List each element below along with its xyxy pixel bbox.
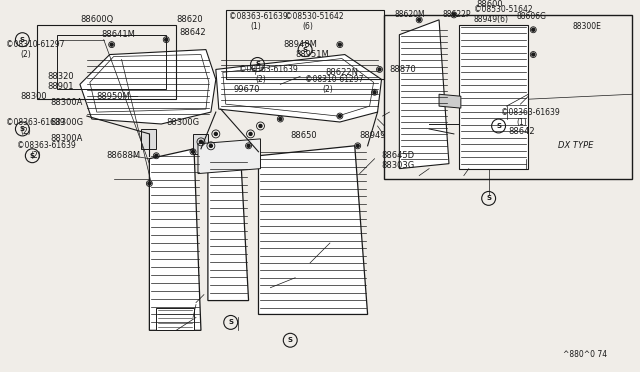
Text: (2): (2) xyxy=(20,128,31,137)
Text: ©08363-61639: ©08363-61639 xyxy=(6,118,64,126)
Text: 88300A: 88300A xyxy=(50,98,83,107)
Polygon shape xyxy=(216,55,381,122)
Circle shape xyxy=(339,43,341,46)
Text: ©08310-61297: ©08310-61297 xyxy=(6,40,64,49)
Text: 88606G: 88606G xyxy=(516,12,547,21)
Circle shape xyxy=(249,132,252,135)
Text: S: S xyxy=(255,61,260,67)
Text: S: S xyxy=(486,195,491,201)
Text: (1): (1) xyxy=(250,22,261,31)
Bar xyxy=(385,15,632,179)
Text: 88600Q: 88600Q xyxy=(80,15,113,24)
Text: 88300A: 88300A xyxy=(50,134,83,143)
Text: S: S xyxy=(20,37,25,43)
Polygon shape xyxy=(198,139,260,174)
Text: 88951M: 88951M xyxy=(295,50,329,59)
Text: ©08363-61639: ©08363-61639 xyxy=(17,141,76,150)
Text: 88620M: 88620M xyxy=(394,10,425,19)
Circle shape xyxy=(164,38,168,41)
Text: 88300G: 88300G xyxy=(166,118,199,126)
Bar xyxy=(57,35,166,89)
Text: 88949: 88949 xyxy=(360,131,386,140)
Text: 88948M: 88948M xyxy=(284,40,317,49)
Text: 88949(6): 88949(6) xyxy=(474,15,509,24)
Text: S: S xyxy=(496,123,501,129)
Circle shape xyxy=(110,43,113,46)
Text: S: S xyxy=(228,320,233,326)
Text: ©08363-61639: ©08363-61639 xyxy=(500,108,559,116)
Circle shape xyxy=(214,132,218,135)
Circle shape xyxy=(191,150,195,153)
Text: ©08310-61297: ©08310-61297 xyxy=(305,75,364,84)
Text: (2): (2) xyxy=(322,85,333,94)
Text: 88642: 88642 xyxy=(509,128,535,137)
Text: 88320: 88320 xyxy=(47,72,74,81)
Text: 88901: 88901 xyxy=(47,82,74,91)
Text: ©08530-51642: ©08530-51642 xyxy=(285,12,344,21)
Polygon shape xyxy=(459,25,529,169)
Text: S: S xyxy=(20,126,25,132)
Text: 99670: 99670 xyxy=(234,85,260,94)
Text: 88641M: 88641M xyxy=(102,30,136,39)
Circle shape xyxy=(155,154,158,157)
Circle shape xyxy=(378,68,381,71)
Text: 88622P: 88622P xyxy=(442,10,470,19)
Text: 88303G: 88303G xyxy=(381,161,415,170)
Circle shape xyxy=(247,144,250,147)
Circle shape xyxy=(532,53,535,56)
Circle shape xyxy=(418,18,420,21)
Circle shape xyxy=(356,144,359,147)
Polygon shape xyxy=(149,149,201,330)
Text: ^880^0 74: ^880^0 74 xyxy=(563,350,607,359)
Text: 88600: 88600 xyxy=(477,0,504,9)
Text: (6): (6) xyxy=(302,22,313,31)
Polygon shape xyxy=(141,129,156,149)
Text: DX TYPE: DX TYPE xyxy=(558,141,593,150)
Text: (2): (2) xyxy=(255,75,266,84)
Text: 88645D: 88645D xyxy=(381,151,415,160)
Text: 88620: 88620 xyxy=(176,15,203,24)
Bar xyxy=(226,10,385,79)
Text: S: S xyxy=(288,337,292,343)
Text: S: S xyxy=(30,153,35,159)
Circle shape xyxy=(148,182,151,185)
Circle shape xyxy=(452,13,456,16)
Text: 88300G: 88300G xyxy=(50,118,83,126)
Circle shape xyxy=(209,144,212,147)
Text: (2): (2) xyxy=(30,151,41,160)
Text: 88950M―: 88950M― xyxy=(97,92,139,101)
Text: 88300: 88300 xyxy=(20,92,47,101)
Text: 88642: 88642 xyxy=(179,28,205,37)
Bar xyxy=(37,25,176,99)
Polygon shape xyxy=(439,94,461,108)
Circle shape xyxy=(339,115,341,118)
Text: (1): (1) xyxy=(516,118,527,126)
Text: S: S xyxy=(303,46,308,52)
Circle shape xyxy=(279,118,282,121)
Text: ©08363-61639: ©08363-61639 xyxy=(228,12,287,21)
Polygon shape xyxy=(80,49,216,124)
Circle shape xyxy=(532,28,535,31)
Circle shape xyxy=(373,91,376,94)
Text: (2): (2) xyxy=(20,50,31,59)
Text: ©08363-61639: ©08363-61639 xyxy=(239,65,298,74)
Polygon shape xyxy=(156,308,194,330)
Text: 88870: 88870 xyxy=(390,65,416,74)
Polygon shape xyxy=(259,146,367,314)
Text: 88650: 88650 xyxy=(290,131,317,140)
Polygon shape xyxy=(193,134,208,154)
Text: 88688M: 88688M xyxy=(107,151,141,160)
Circle shape xyxy=(259,125,262,128)
Text: 88622N: 88622N xyxy=(325,68,358,77)
Circle shape xyxy=(200,140,202,143)
Polygon shape xyxy=(399,20,449,169)
Text: 88300E: 88300E xyxy=(573,22,602,31)
Text: ©08530-51642: ©08530-51642 xyxy=(474,6,532,15)
Polygon shape xyxy=(208,156,248,301)
